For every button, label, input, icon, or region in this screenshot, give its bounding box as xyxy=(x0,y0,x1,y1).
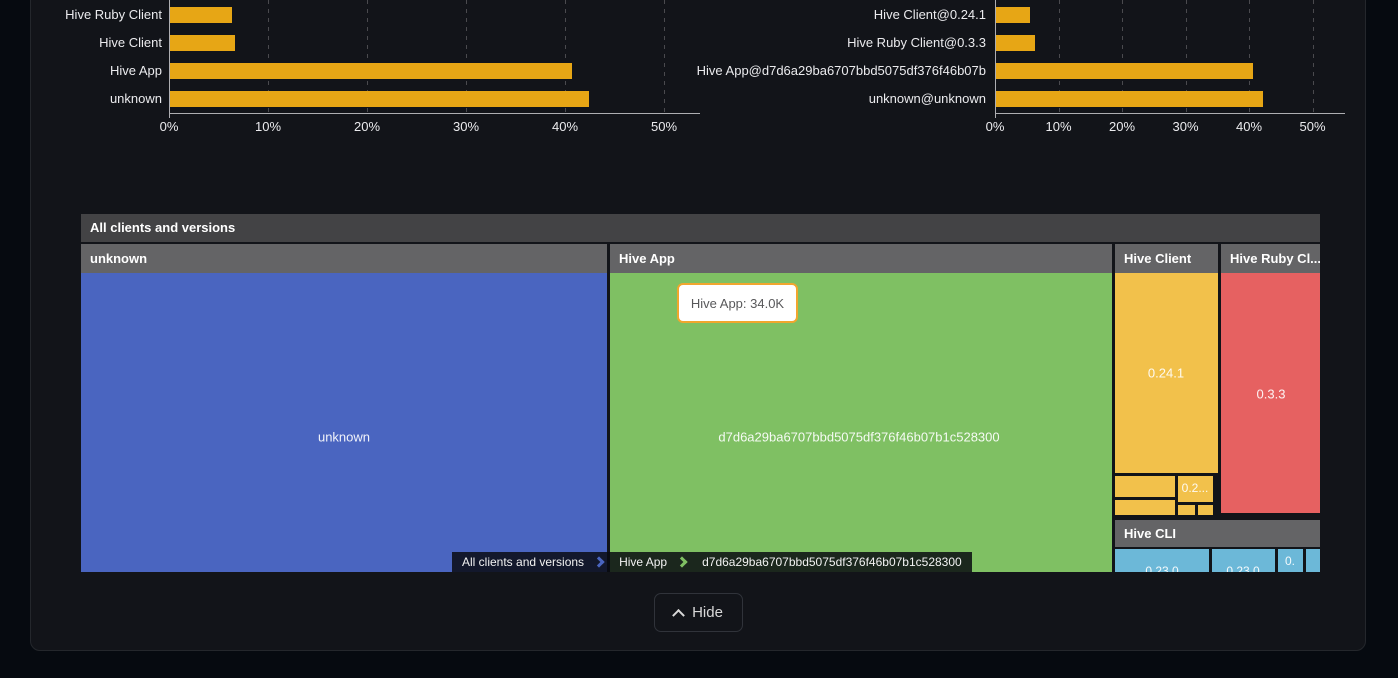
gridline xyxy=(1249,0,1250,113)
treemap-cell[interactable] xyxy=(81,273,607,572)
treemap-cell-label: 0. xyxy=(1284,554,1296,568)
tooltip: Hive App: 34.0K xyxy=(677,283,798,323)
treemap-cell[interactable] xyxy=(1115,273,1218,473)
chevron-right-icon xyxy=(593,552,609,572)
treemap-cell-label: 0.24.1 xyxy=(1147,365,1185,381)
x-tick-label: 50% xyxy=(1299,119,1326,134)
clients-versions-treemap: All clients and versions Hive App: 34.0K… xyxy=(81,214,1320,572)
clients-bar-chart: 0% 10% 20% 30% 40% 50% Hive Ruby Client Hive Cl… xyxy=(0,0,1398,140)
x-axis-line xyxy=(169,113,700,114)
category-label: Hive Ruby Client@0.3.3 xyxy=(847,35,986,50)
treemap-cell[interactable] xyxy=(1178,505,1195,515)
treemap-cell[interactable] xyxy=(1306,549,1320,572)
x-tick-label: 10% xyxy=(1045,119,1072,134)
breadcrumb-item[interactable]: d7d6a29ba6707bbd5075df376f46b07b1c528300 xyxy=(702,555,962,569)
treemap-cell[interactable] xyxy=(1115,500,1175,515)
gridline xyxy=(466,0,467,113)
category-label: unknown xyxy=(109,91,162,106)
treemap-cell[interactable] xyxy=(1198,505,1213,515)
bar-0[interactable] xyxy=(996,7,1030,23)
bar-1[interactable] xyxy=(170,35,235,51)
gridline xyxy=(1312,0,1314,113)
treemap-section-header[interactable]: Hive App xyxy=(610,244,1112,273)
treemap-cell[interactable] xyxy=(1278,549,1303,572)
gridline xyxy=(1185,0,1187,113)
bar-1[interactable] xyxy=(996,35,1035,51)
treemap-cell-label: unknown xyxy=(317,429,371,445)
x-tick-label: 0% xyxy=(985,119,1005,134)
treemap-cell[interactable] xyxy=(1221,273,1320,513)
chevron-up-icon xyxy=(672,608,685,622)
breadcrumb-item[interactable]: Hive App xyxy=(619,555,668,569)
x-tick-label: 40% xyxy=(551,119,579,134)
y-axis-line xyxy=(995,0,996,113)
gridline xyxy=(565,0,566,113)
x-tick-label: 30% xyxy=(452,119,480,134)
bar-2[interactable] xyxy=(170,63,572,79)
y-axis-line xyxy=(169,0,170,113)
category-label: Hive App@d7d6a29ba6707bbd5075df376f46b07… xyxy=(696,63,986,78)
category-label: Hive App xyxy=(109,63,162,78)
gridline xyxy=(664,0,665,113)
category-label: unknown@unknown xyxy=(868,91,986,106)
treemap-cell-label: 0.2... xyxy=(1181,481,1209,495)
chevron-right-icon xyxy=(676,552,692,572)
treemap-section-header[interactable]: unknown xyxy=(81,244,607,273)
x-tick-label: 20% xyxy=(1108,119,1136,134)
treemap-section-header[interactable]: Hive Ruby Cl... xyxy=(1221,244,1320,273)
bar-3[interactable] xyxy=(170,91,589,107)
gridline xyxy=(268,0,269,113)
treemap-cell-label: 0.23.0 xyxy=(1145,564,1179,572)
treemap-cell[interactable] xyxy=(1178,476,1213,502)
bar-3[interactable] xyxy=(996,91,1263,107)
bar-0[interactable] xyxy=(170,7,232,23)
gridline xyxy=(367,0,368,113)
treemap-cell-label: d7d6a29ba6707bbd5075df376f46b07b1c528300 xyxy=(718,429,1000,445)
treemap-section-header[interactable]: Hive CLI xyxy=(1115,520,1320,547)
x-tick-label: 50% xyxy=(650,119,678,134)
bar-2[interactable] xyxy=(996,63,1253,79)
hide-button-label: Hide xyxy=(692,604,723,621)
treemap-cell-label: 0.23.0 xyxy=(1226,564,1260,572)
treemap-cell-label: 0.3.3 xyxy=(1256,386,1286,402)
breadcrumb-item[interactable]: All clients and versions xyxy=(462,555,585,569)
gridline xyxy=(1122,0,1123,113)
x-axis-tick xyxy=(995,113,996,118)
treemap-cell[interactable] xyxy=(1115,549,1209,572)
x-tick-label: 30% xyxy=(1172,119,1199,134)
breadcrumb: All clients and versions Hive App d7d6a29b… xyxy=(452,552,972,572)
x-axis-tick xyxy=(169,113,170,118)
x-axis-line xyxy=(995,113,1345,114)
x-tick-label: 40% xyxy=(1235,119,1263,134)
category-label: Hive Client@0.24.1 xyxy=(873,7,986,22)
x-tick-label: 20% xyxy=(353,119,381,134)
hide-button[interactable]: Hide xyxy=(654,593,743,632)
category-label: Hive Client xyxy=(99,35,162,50)
x-tick-label: 0% xyxy=(159,119,179,134)
treemap-title[interactable]: All clients and versions xyxy=(81,214,1320,242)
category-label: Hive Ruby Client xyxy=(65,7,162,22)
client-versions-bar-chart: 0% 10% 20% 30% 40% 50% Hive Client@0.24.1 Hive … xyxy=(0,0,1398,140)
treemap-cell[interactable] xyxy=(1115,476,1175,497)
gridline xyxy=(1058,0,1060,113)
treemap-cell[interactable] xyxy=(1212,549,1275,572)
x-tick-label: 10% xyxy=(254,119,282,134)
treemap-section-header[interactable]: Hive Client xyxy=(1115,244,1218,273)
